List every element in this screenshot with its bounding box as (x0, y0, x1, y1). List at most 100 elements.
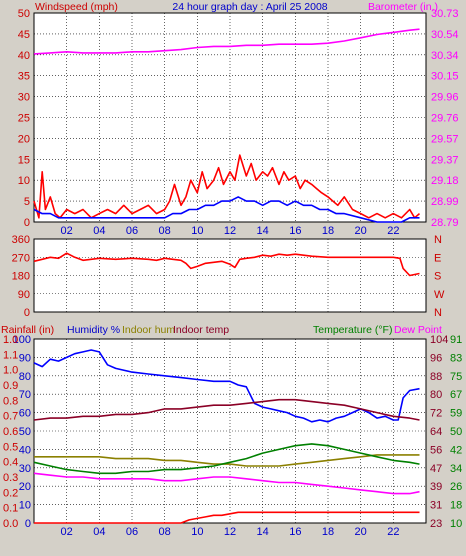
windspeed-tick-10: 10 (18, 175, 30, 187)
temperature-tick-67: 67 (450, 389, 462, 401)
barometer-tick-28-79: 28.79 (431, 217, 459, 229)
barometer-tick-29-76: 29.76 (431, 113, 459, 125)
barometer-tick-29-37: 29.37 (431, 154, 459, 166)
indoor-temp-tick-56: 56 (430, 444, 442, 456)
barometer-tick-29-96: 29.96 (431, 92, 459, 104)
x-tick-04: 04 (93, 526, 105, 538)
temperature-label: Temperature (°F) (313, 324, 392, 336)
windspeed-tick-5: 5 (24, 196, 30, 208)
series-temperature-f (33, 443, 420, 475)
rainfall-tick-5: 0.5 (3, 441, 18, 453)
series-indoor-temp (33, 398, 420, 421)
rainfall-tick-1: 0.1 (3, 503, 18, 515)
rainfall-tick-9: 0.9 (3, 380, 18, 392)
series-gust (33, 154, 421, 219)
rainfall-tick-11: 1.1 (3, 349, 18, 361)
compass-tick-n-4: N (434, 234, 442, 246)
temperature-tick-50: 50 (450, 426, 462, 438)
wind-direction-series (33, 252, 420, 277)
rainfall-tick-12: 1.0 (3, 334, 18, 346)
windspeed-label: Windspeed (mph) (35, 1, 118, 13)
x-tick-14: 14 (257, 225, 269, 237)
barometer-tick-30-54: 30.54 (431, 29, 459, 41)
rainfall-tick-3: 0.3 (3, 472, 18, 484)
x-tick-14: 14 (257, 526, 269, 538)
compass-tick-n-0: N (434, 307, 442, 319)
windspeed-axis: 0 5 10 15 20 25 30 35 40 45 50 (18, 8, 30, 229)
direction-tick-360: 360 (12, 234, 30, 246)
indoor-hum-label: Indoor hum (122, 324, 175, 336)
barometer-tick-29-57: 29.57 (431, 133, 459, 145)
climate-series (33, 349, 420, 524)
x-tick-10: 10 (191, 225, 203, 237)
compass-tick-w-1: W (434, 289, 445, 301)
humidity-label: Humidity % (67, 324, 120, 336)
indoor-temp-tick-47: 47 (430, 463, 442, 475)
temperature-tick-18: 18 (450, 500, 462, 512)
barometer-tick-30-34: 30.34 (431, 50, 459, 62)
x-tick-20: 20 (355, 526, 367, 538)
temperature-tick-59: 59 (450, 408, 462, 420)
windspeed-tick-25: 25 (18, 113, 30, 125)
temperature-tick-83: 83 (450, 352, 462, 364)
climate-x-axis: 02 04 06 08 10 12 14 16 18 20 22 (61, 526, 400, 538)
wind-direction-degree-axis: 0 90 180 270 360 (12, 234, 30, 319)
temperature-tick-26: 26 (450, 481, 462, 493)
x-tick-16: 16 (289, 225, 301, 237)
wind-direction-grid (34, 239, 426, 312)
dew-point-label: Dew Point (394, 324, 442, 336)
humidity-tick-70: 70 (19, 389, 31, 401)
direction-tick-0: 0 (24, 307, 30, 319)
wind-baro-series (33, 28, 421, 223)
x-tick-06: 06 (126, 225, 138, 237)
x-tick-06: 06 (126, 526, 138, 538)
barometer-label: Barometer (in.) (368, 1, 438, 13)
temperature-tick-91: 91 (450, 334, 462, 346)
series-barometer (33, 28, 420, 55)
humidity-tick-60: 60 (19, 408, 31, 420)
windspeed-tick-30: 30 (18, 92, 30, 104)
indoor-temp-tick-64: 64 (430, 426, 442, 438)
barometer-tick-30-15: 30.15 (431, 71, 459, 83)
rainfall-tick-6: 0.6 (3, 426, 18, 438)
series-wind-direction (33, 252, 420, 277)
x-tick-18: 18 (322, 526, 334, 538)
compass-tick-s-2: S (434, 271, 441, 283)
barometer-tick-29-18: 29.18 (431, 175, 459, 187)
humidity-tick-20: 20 (19, 481, 31, 493)
x-tick-22: 22 (387, 225, 399, 237)
x-tick-08: 08 (159, 225, 171, 237)
temperature-tick-75: 75 (450, 371, 462, 383)
indoor-temp-tick-23: 23 (430, 518, 442, 530)
x-tick-20: 20 (355, 225, 367, 237)
humidity-tick-10: 10 (19, 500, 31, 512)
indoor-temp-tick-88: 88 (430, 371, 442, 383)
temperature-tick-42: 42 (450, 444, 462, 456)
climate-axes: 0 10 20 30 40 50 60 70 80 90 100 0.0 0.1 0.2 0.3 0.4 0.5… (3, 334, 462, 530)
direction-tick-270: 270 (12, 252, 30, 264)
x-tick-02: 02 (61, 225, 73, 237)
rainfall-tick-7: 0.7 (3, 411, 18, 423)
x-tick-12: 12 (224, 225, 236, 237)
humidity-tick-30: 30 (19, 463, 31, 475)
indoor-temp-label: Indoor temp (173, 324, 229, 336)
wind-baro-x-axis: 02 04 06 08 10 12 14 16 18 20 22 (61, 225, 400, 237)
humidity-tick-80: 80 (19, 371, 31, 383)
windspeed-tick-45: 45 (18, 29, 30, 41)
x-tick-10: 10 (191, 526, 203, 538)
windspeed-tick-0: 0 (24, 217, 30, 229)
humidity-tick-90: 90 (19, 352, 31, 364)
temperature-tick-34: 34 (450, 463, 462, 475)
direction-tick-180: 180 (12, 271, 30, 283)
x-tick-18: 18 (322, 225, 334, 237)
barometer-axis: 28.79 28.99 29.18 29.37 29.57 29.76 29.96 30.15… (431, 8, 459, 229)
indoor-temp-tick-104: 104 (430, 334, 448, 346)
series-dew-point (33, 472, 420, 495)
indoor-temp-tick-31: 31 (430, 500, 442, 512)
x-tick-16: 16 (289, 526, 301, 538)
barometer-tick-30-73: 30.73 (431, 8, 459, 20)
series-average (33, 196, 420, 223)
rainfall-tick-10: 1.0 (3, 365, 18, 377)
